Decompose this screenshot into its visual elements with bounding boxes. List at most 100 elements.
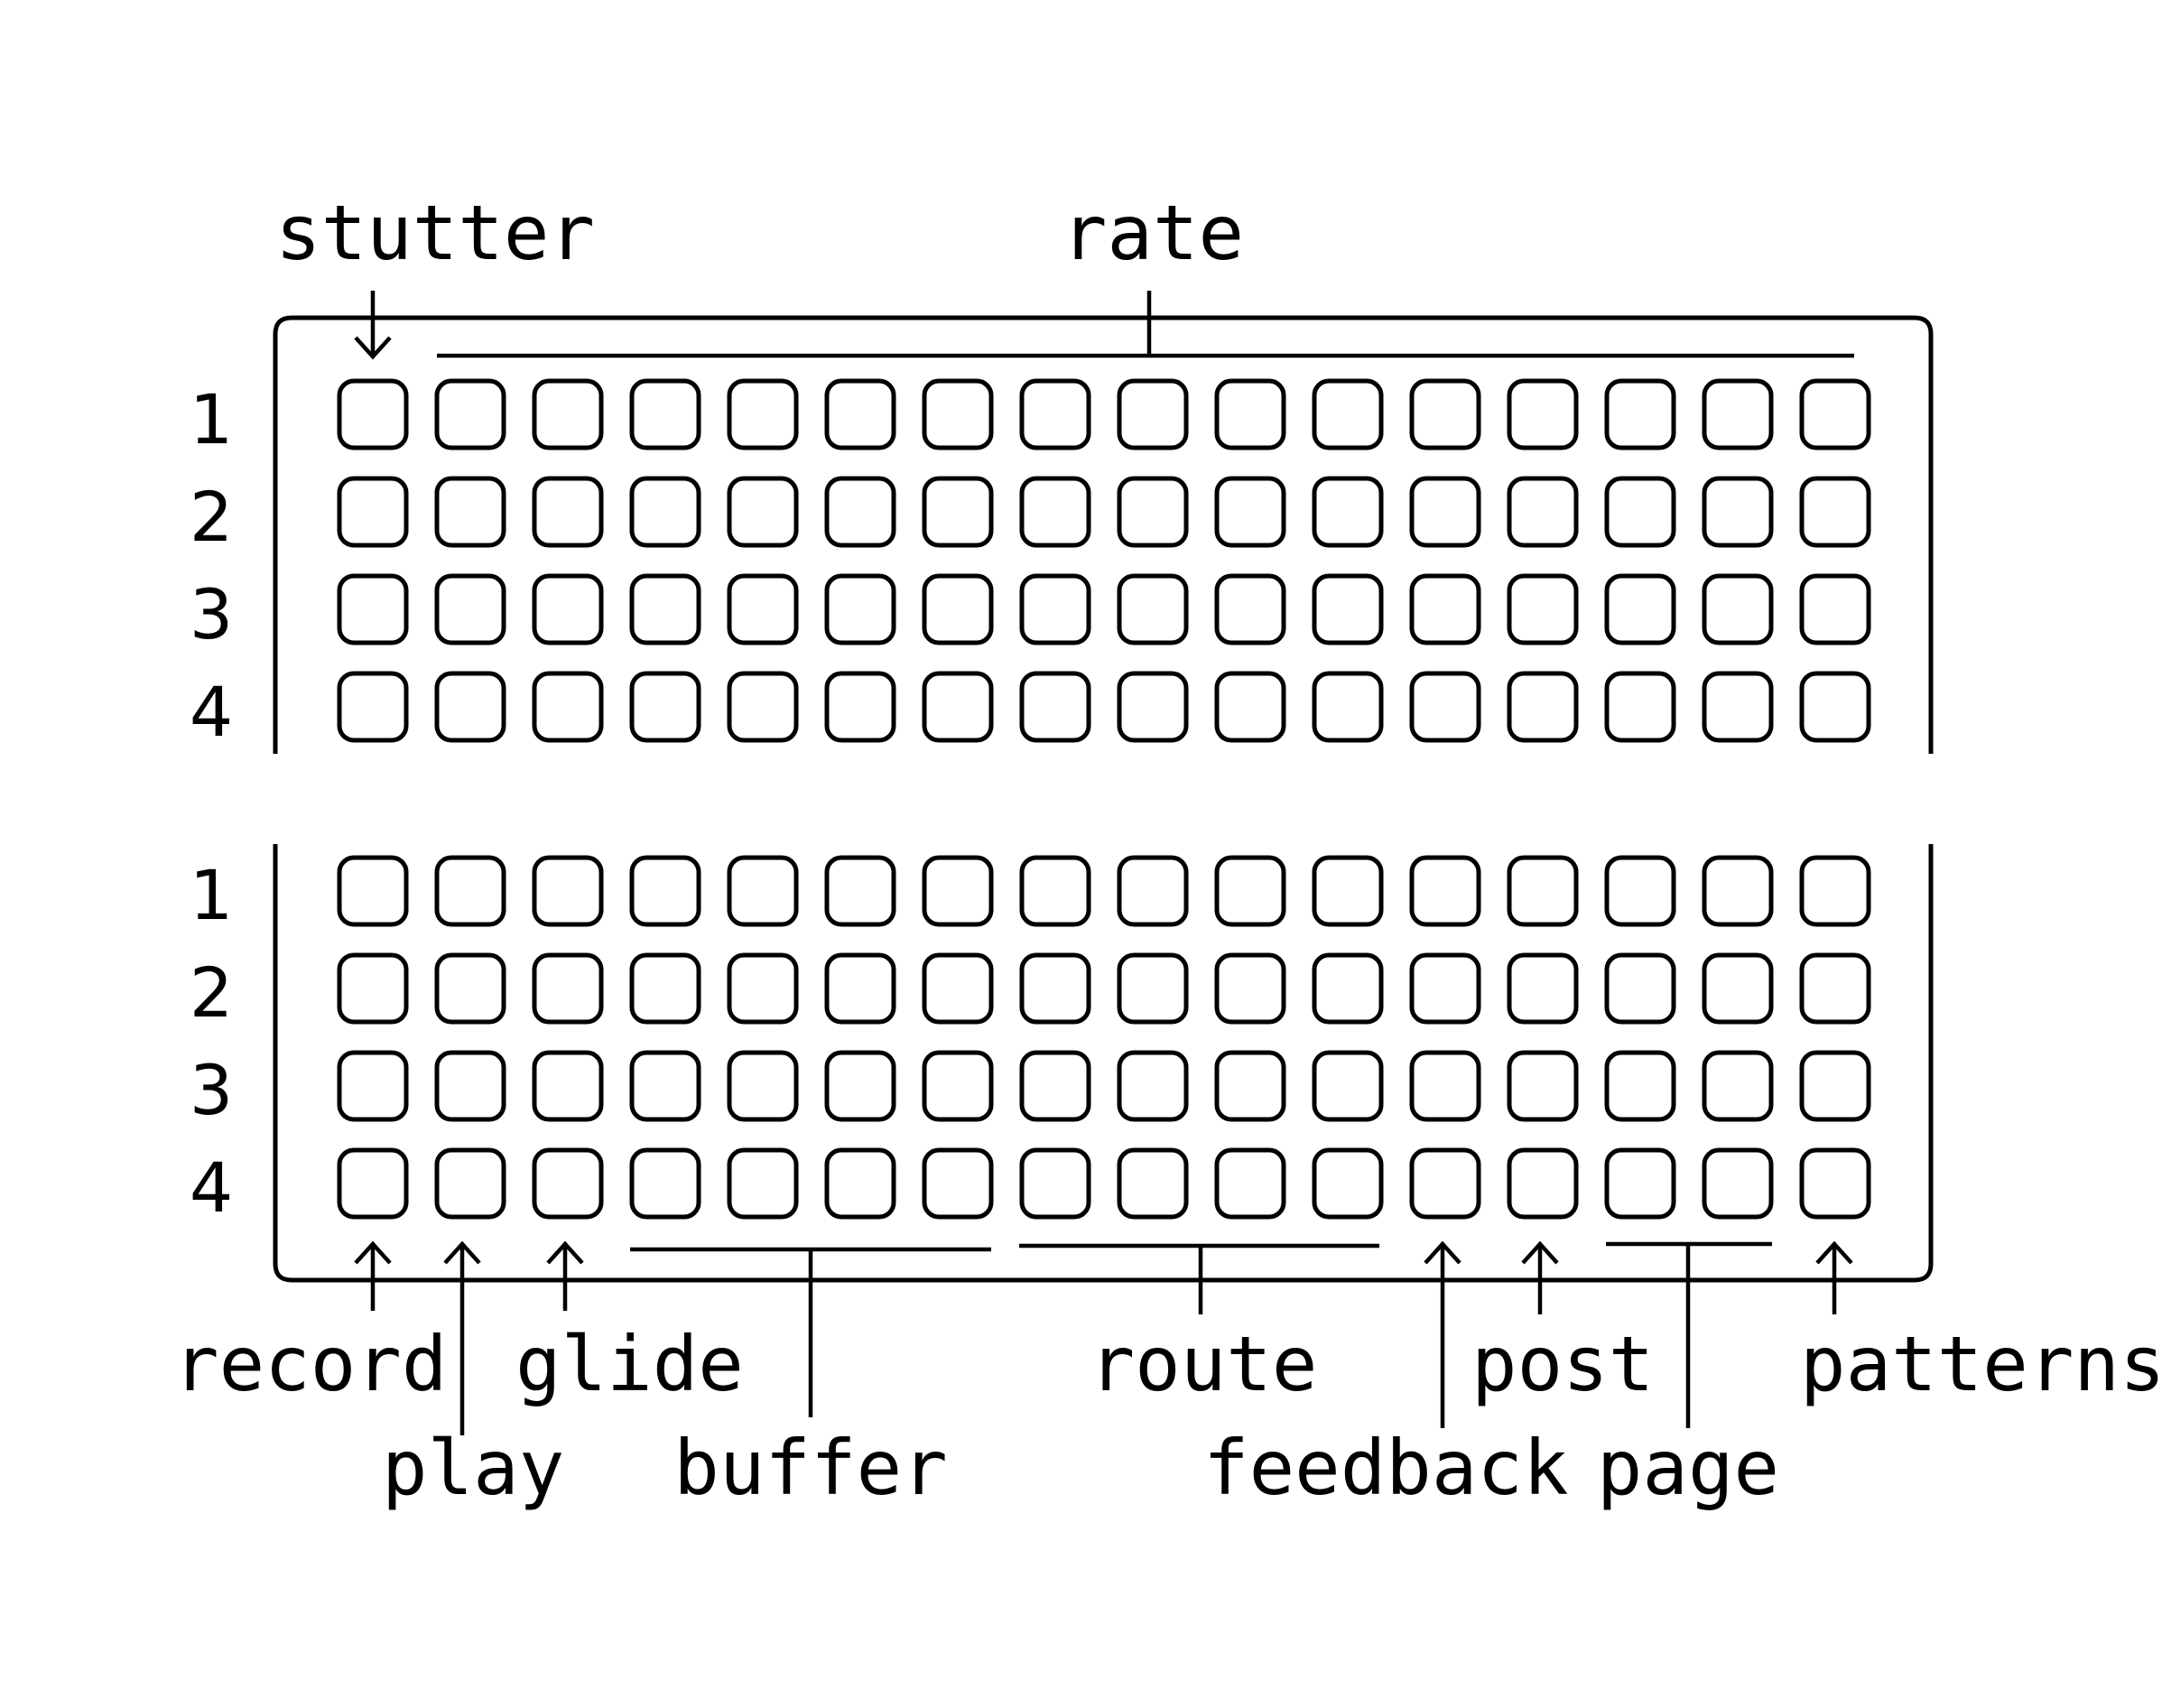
bottom-grid-key-r2-c7[interactable] bbox=[922, 952, 994, 1025]
top-grid-key-r3-c3[interactable] bbox=[532, 573, 604, 645]
top-grid-key-r1-c7[interactable] bbox=[922, 378, 994, 450]
bottom-grid-key-r3-c13[interactable] bbox=[1507, 1050, 1579, 1122]
bottom-grid-key-r1-c12[interactable] bbox=[1409, 855, 1481, 927]
bottom-grid-key-r4-c11[interactable] bbox=[1312, 1147, 1384, 1220]
top-grid-key-r1-c12[interactable] bbox=[1409, 378, 1481, 450]
bottom-grid-key-r2-c1[interactable] bbox=[337, 952, 409, 1025]
top-grid-key-r3-c13[interactable] bbox=[1507, 573, 1579, 645]
bottom-grid-key-r3-c10[interactable] bbox=[1214, 1050, 1286, 1122]
bottom-grid-key-r2-c15[interactable] bbox=[1702, 952, 1774, 1025]
bottom-grid-key-r2-c2[interactable] bbox=[434, 952, 506, 1025]
bottom-grid-key-r4-c12[interactable] bbox=[1409, 1147, 1481, 1220]
bottom-grid-key-r3-c2[interactable] bbox=[434, 1050, 506, 1122]
bottom-grid-key-r2-c16[interactable] bbox=[1799, 952, 1871, 1025]
bottom-grid-key-r3-c7[interactable] bbox=[922, 1050, 994, 1122]
top-grid-key-r4-c8[interactable] bbox=[1019, 671, 1091, 743]
top-grid-key-r2-c9[interactable] bbox=[1117, 476, 1189, 548]
bottom-grid-key-r2-c5[interactable] bbox=[727, 952, 799, 1025]
top-grid-key-r1-c6[interactable] bbox=[824, 378, 896, 450]
top-grid-key-r4-c1[interactable] bbox=[337, 671, 409, 743]
bottom-grid-key-r4-c2[interactable] bbox=[434, 1147, 506, 1220]
bottom-grid-key-r3-c1[interactable] bbox=[337, 1050, 409, 1122]
bottom-grid-key-r1-c13[interactable] bbox=[1507, 855, 1579, 927]
top-grid-key-r1-c2[interactable] bbox=[434, 378, 506, 450]
top-grid-key-r2-c15[interactable] bbox=[1702, 476, 1774, 548]
bottom-grid-key-r3-c3[interactable] bbox=[532, 1050, 604, 1122]
top-grid-key-r4-c11[interactable] bbox=[1312, 671, 1384, 743]
top-grid-key-r2-c2[interactable] bbox=[434, 476, 506, 548]
top-grid-key-r2-c16[interactable] bbox=[1799, 476, 1871, 548]
top-grid-key-r1-c8[interactable] bbox=[1019, 378, 1091, 450]
bottom-grid-key-r4-c15[interactable] bbox=[1702, 1147, 1774, 1220]
top-grid-key-r2-c10[interactable] bbox=[1214, 476, 1286, 548]
top-grid-key-r2-c3[interactable] bbox=[532, 476, 604, 548]
bottom-grid-key-r1-c2[interactable] bbox=[434, 855, 506, 927]
bottom-grid-key-r1-c8[interactable] bbox=[1019, 855, 1091, 927]
bottom-grid-key-r1-c6[interactable] bbox=[824, 855, 896, 927]
top-grid-key-r2-c11[interactable] bbox=[1312, 476, 1384, 548]
bottom-grid-key-r2-c13[interactable] bbox=[1507, 952, 1579, 1025]
bottom-grid-key-r1-c4[interactable] bbox=[629, 855, 701, 927]
bottom-grid-key-r4-c6[interactable] bbox=[824, 1147, 896, 1220]
bottom-grid-key-r1-c1[interactable] bbox=[337, 855, 409, 927]
top-grid-key-r4-c7[interactable] bbox=[922, 671, 994, 743]
top-grid-key-r4-c4[interactable] bbox=[629, 671, 701, 743]
top-grid-key-r3-c11[interactable] bbox=[1312, 573, 1384, 645]
top-grid-key-r4-c12[interactable] bbox=[1409, 671, 1481, 743]
top-grid-key-r3-c5[interactable] bbox=[727, 573, 799, 645]
top-grid-key-r2-c5[interactable] bbox=[727, 476, 799, 548]
bottom-grid-key-r2-c4[interactable] bbox=[629, 952, 701, 1025]
top-grid-key-r1-c5[interactable] bbox=[727, 378, 799, 450]
top-grid-key-r2-c6[interactable] bbox=[824, 476, 896, 548]
bottom-grid-key-r2-c3[interactable] bbox=[532, 952, 604, 1025]
bottom-grid-key-r4-c3[interactable] bbox=[532, 1147, 604, 1220]
top-grid-key-r1-c4[interactable] bbox=[629, 378, 701, 450]
bottom-grid-key-r3-c8[interactable] bbox=[1019, 1050, 1091, 1122]
bottom-grid-key-r1-c14[interactable] bbox=[1604, 855, 1676, 927]
top-grid-key-r3-c12[interactable] bbox=[1409, 573, 1481, 645]
top-grid-key-r4-c16[interactable] bbox=[1799, 671, 1871, 743]
bottom-grid-key-r2-c11[interactable] bbox=[1312, 952, 1384, 1025]
top-grid-key-r1-c16[interactable] bbox=[1799, 378, 1871, 450]
bottom-grid-key-r1-c3[interactable] bbox=[532, 855, 604, 927]
top-grid-key-r2-c8[interactable] bbox=[1019, 476, 1091, 548]
top-grid-key-r2-c14[interactable] bbox=[1604, 476, 1676, 548]
top-grid-key-r1-c10[interactable] bbox=[1214, 378, 1286, 450]
bottom-grid-key-r2-c12[interactable] bbox=[1409, 952, 1481, 1025]
bottom-grid-key-r4-c14[interactable] bbox=[1604, 1147, 1676, 1220]
bottom-grid-key-r4-c5[interactable] bbox=[727, 1147, 799, 1220]
top-grid-key-r2-c1[interactable] bbox=[337, 476, 409, 548]
top-grid-key-r3-c1[interactable] bbox=[337, 573, 409, 645]
bottom-grid-key-r2-c8[interactable] bbox=[1019, 952, 1091, 1025]
top-grid-key-r4-c15[interactable] bbox=[1702, 671, 1774, 743]
top-grid-key-r3-c2[interactable] bbox=[434, 573, 506, 645]
top-grid-key-r1-c1[interactable] bbox=[337, 378, 409, 450]
top-grid-key-r3-c15[interactable] bbox=[1702, 573, 1774, 645]
top-grid-key-r1-c9[interactable] bbox=[1117, 378, 1189, 450]
bottom-grid-key-r2-c14[interactable] bbox=[1604, 952, 1676, 1025]
top-grid-key-r3-c14[interactable] bbox=[1604, 573, 1676, 645]
bottom-grid-key-r3-c5[interactable] bbox=[727, 1050, 799, 1122]
top-grid-key-r4-c2[interactable] bbox=[434, 671, 506, 743]
top-grid-key-r3-c10[interactable] bbox=[1214, 573, 1286, 645]
bottom-grid-key-r4-c7[interactable] bbox=[922, 1147, 994, 1220]
top-grid-key-r4-c13[interactable] bbox=[1507, 671, 1579, 743]
top-grid-key-r3-c8[interactable] bbox=[1019, 573, 1091, 645]
bottom-grid-key-r3-c12[interactable] bbox=[1409, 1050, 1481, 1122]
bottom-grid-key-r1-c10[interactable] bbox=[1214, 855, 1286, 927]
bottom-grid-key-r2-c9[interactable] bbox=[1117, 952, 1189, 1025]
top-grid-key-r3-c9[interactable] bbox=[1117, 573, 1189, 645]
top-grid-key-r1-c15[interactable] bbox=[1702, 378, 1774, 450]
bottom-grid-key-r4-c13[interactable] bbox=[1507, 1147, 1579, 1220]
top-grid-key-r1-c3[interactable] bbox=[532, 378, 604, 450]
bottom-grid-key-r3-c6[interactable] bbox=[824, 1050, 896, 1122]
bottom-grid-key-r2-c10[interactable] bbox=[1214, 952, 1286, 1025]
bottom-grid-key-r3-c4[interactable] bbox=[629, 1050, 701, 1122]
bottom-grid-key-r4-c9[interactable] bbox=[1117, 1147, 1189, 1220]
bottom-grid-key-r4-c8[interactable] bbox=[1019, 1147, 1091, 1220]
top-grid-key-r4-c10[interactable] bbox=[1214, 671, 1286, 743]
top-grid-key-r4-c6[interactable] bbox=[824, 671, 896, 743]
bottom-grid-key-r1-c5[interactable] bbox=[727, 855, 799, 927]
top-grid-key-r4-c9[interactable] bbox=[1117, 671, 1189, 743]
top-grid-key-r4-c5[interactable] bbox=[727, 671, 799, 743]
